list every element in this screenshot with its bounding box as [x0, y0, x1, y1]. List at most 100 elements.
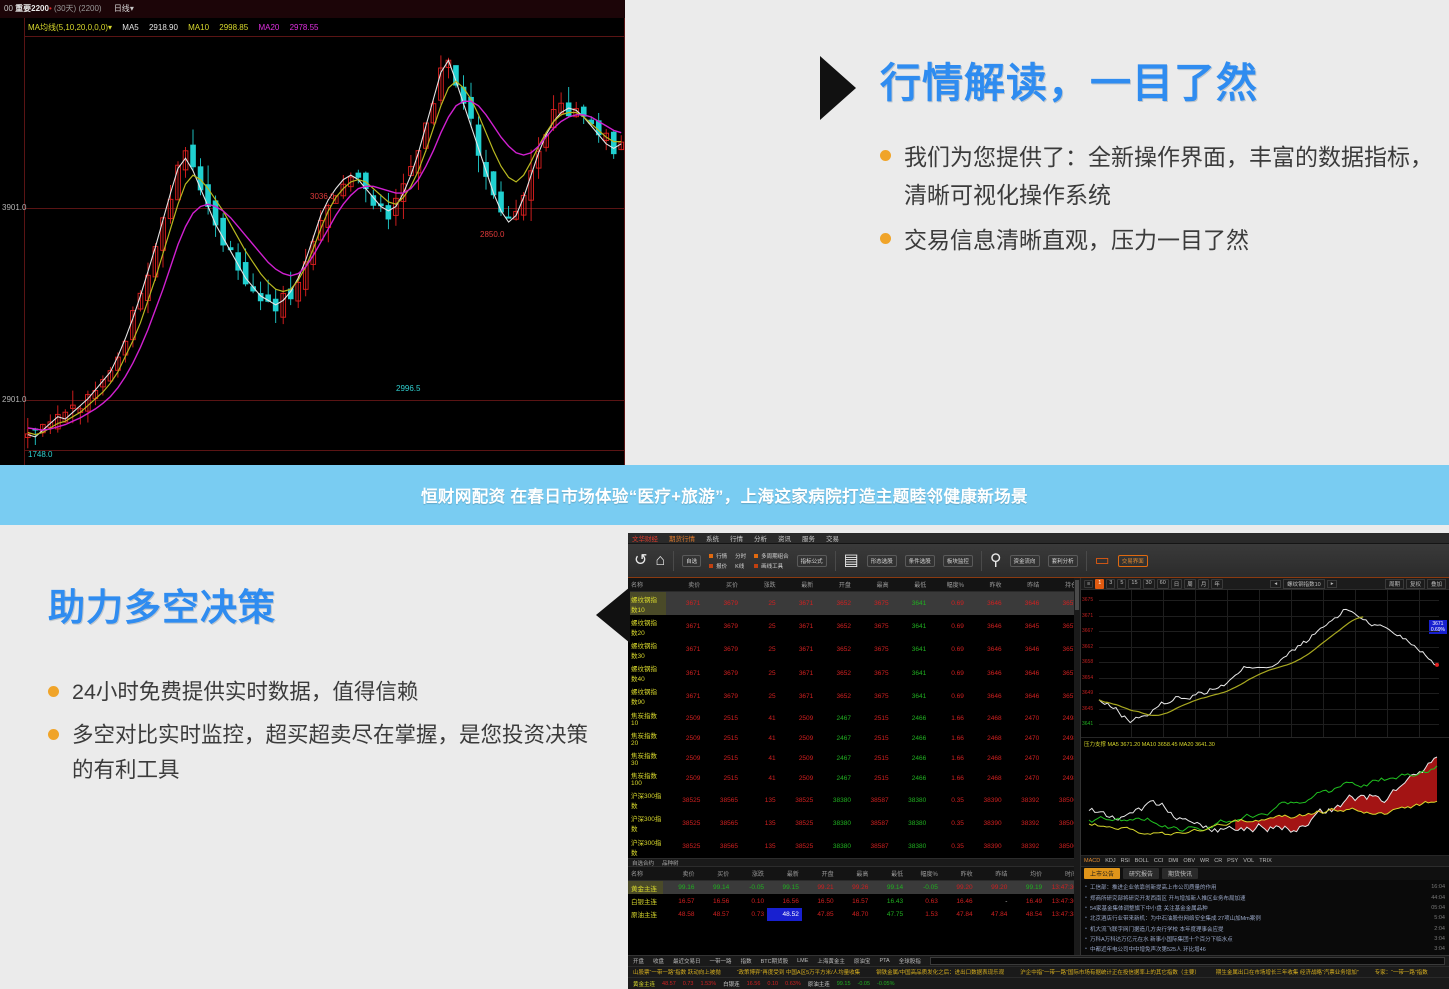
column-header-6[interactable]: 最高	[853, 578, 892, 592]
period-button[interactable]: 周期	[1384, 578, 1404, 589]
news-item[interactable]: • 郑商所研究部将研究开发西南区 开与增加新人推区业务布局加速 44:04	[1085, 892, 1445, 902]
column-header-10[interactable]: 昨结	[1004, 578, 1043, 592]
indicator-tab-CR[interactable]: CR	[1214, 858, 1223, 864]
ma-legend-name[interactable]: MA均线(5,10,20,0,0,0)	[28, 23, 109, 32]
indicator-tab-RSI[interactable]: RSI	[1120, 858, 1130, 864]
quote-table-main[interactable]: 名称 卖价 买价 涨跌 最新 开盘 最高 最低 幅度% 昨收 昨结 持仓 螺纹钢指数10 3671 367…	[628, 578, 1080, 858]
statusbar-row-ticker[interactable]: 山股票“一带一路”指数 跃动向上被抛 “政策博弈”再度受到 中国A区5万平方米/人…	[628, 967, 1449, 978]
column-header-10[interactable]: 昨结	[975, 867, 1011, 882]
news-title[interactable]: 工信部：推进企业依靠创新提高上市公司质量的作用	[1089, 885, 1217, 892]
column-header-11[interactable]: 持仓	[1042, 578, 1080, 592]
indicator-tab-CCI[interactable]: CCI	[1153, 858, 1164, 864]
column-header-12[interactable]: 时间	[1045, 867, 1080, 882]
indicator-tab-MACD[interactable]: MACD	[1084, 858, 1101, 864]
ticker-headline-3[interactable]: 沪企中指“一带一路”国际市场有据统计正在投信据率上的其它指数（主要）	[1020, 970, 1200, 976]
news-tabs[interactable]: 上市公告 研究报告 期货快讯	[1081, 867, 1449, 880]
indicator-tab-TRIX[interactable]: TRIX	[1259, 858, 1272, 864]
kline-plot-area[interactable]: MA均线(5,10,20,0,0,0)▾ MA5 2918.90 MA10 29…	[0, 18, 625, 465]
indicator-tab-WR[interactable]: WR	[1200, 858, 1210, 864]
news-title[interactable]: 中都近年电公司中中增免声次第525人 环比增46	[1089, 947, 1206, 954]
kline-chart-panel[interactable]: 00 重要2200• (30天) (2200) 日线▾ MA均线(5,10,20…	[0, 0, 625, 465]
news-item[interactable]: • 工信部：推进企业依靠创新提高上市公司质量的作用 16:04	[1085, 882, 1445, 892]
column-header-7[interactable]: 最低	[891, 578, 930, 592]
table-row[interactable]: 螺纹钢指数30 3671 3679 25 3671 3652 3675 3641 0.69 364…	[628, 638, 1080, 661]
table-row[interactable]: 焦炭指数30 2509 2515 41 2509 2467 2515 2466 1.66 2468…	[628, 748, 1080, 768]
status-tab-10[interactable]: 开盘	[633, 959, 645, 965]
timeframe-button-日[interactable]: 日	[1170, 578, 1183, 589]
toolbar-item-0[interactable]: 自选	[682, 554, 702, 567]
quote-subtab-row[interactable]: 自选合约 品种树	[628, 858, 1080, 868]
news-item[interactable]: • 中都近年电公司中中增免声次第525人 环比增46 3:04	[1085, 944, 1445, 954]
ticker-headline-0[interactable]: 山股票“一带一路”指数 跃动向上被抛	[633, 970, 721, 976]
column-header-1[interactable]: 卖价	[665, 578, 704, 592]
ticker-headline-1[interactable]: “政策博弈”再度受到 中国A区5万平方米/人均量收集	[736, 970, 861, 976]
news-title[interactable]: 郑商所研究部将研究开发西南区 开与增加新人推区业务布局加速	[1089, 895, 1246, 902]
timeframe-button-月[interactable]: 月	[1197, 578, 1210, 589]
toolbar-item-12[interactable]: 交易界面	[1117, 554, 1148, 567]
subtab-0[interactable]: 自选合约	[632, 860, 655, 867]
column-header-5[interactable]: 开盘	[816, 578, 854, 592]
status-tab-4[interactable]: LME	[797, 958, 809, 964]
menu-item-3[interactable]: 行情	[730, 536, 743, 543]
minichart-plot[interactable]: 3671 0.69% 3675 3671 3667 3662 3658 3654 3649 3…	[1081, 590, 1449, 738]
trading-terminal[interactable]: 文华财经 期货行情 系统 行情 分析 资讯 服务 交易 ↺ ⌂ 自选 行情 报价 分时 K线 …	[628, 533, 1449, 989]
table-row[interactable]: 螺纹钢指数40 3671 3679 25 3671 3652 3675 3641 0.69 364…	[628, 662, 1080, 685]
chart-bar-icon[interactable]: ▤	[843, 551, 859, 569]
table-row[interactable]: 焦炭指数100 2509 2515 41 2509 2467 2515 2466 1.66 246…	[628, 769, 1080, 789]
indicator-tabs[interactable]: MACD KDJ RSI BOLL CCI DMI OBV WR CR PSY VOL TRIX	[1081, 856, 1449, 867]
contract-selector[interactable]: 螺纹钢指数10	[1283, 578, 1325, 589]
terminal-statusbar[interactable]: 开盘 收盘 最近交易日 一带一路 指数 BTC期货股 LME 上海黄金主 原油宝 PTA 全球股指 …	[628, 955, 1449, 989]
table-row[interactable]: 焦炭指数10 2509 2515 41 2509 2467 2515 2466 1.66 2468…	[628, 708, 1080, 728]
kline-period-selector[interactable]: 日线	[113, 4, 130, 13]
banner-headline[interactable]: 恒财网配资 在春日市场体验“医疗+旅游”，上海这家病院打造主题睦邻健康新场景	[421, 488, 1028, 506]
menu-item-6[interactable]: 服务	[802, 536, 815, 543]
news-item[interactable]: • 万科A万科达万亿元在水 新事小国际集团十个百分下临水点 3:04	[1085, 934, 1445, 944]
timeframe-button-15[interactable]: 15	[1128, 578, 1141, 589]
menu-item-1[interactable]: 期货行情	[669, 536, 695, 543]
statusbar-row-tabs[interactable]: 开盘 收盘 最近交易日 一带一路 指数 BTC期货股 LME 上海黄金主 原油宝 PTA 全球股指	[628, 956, 1449, 967]
toolbar-item-6[interactable]: 条件选股	[904, 554, 935, 567]
prev-contract-button[interactable]: ◂	[1270, 579, 1282, 588]
indicator-tab-VOL[interactable]: VOL	[1243, 858, 1255, 864]
indicator-tab-OBV[interactable]: OBV	[1183, 858, 1196, 864]
menu-item-7[interactable]: 交易	[826, 536, 839, 543]
status-tab-2[interactable]: 原油宝	[853, 959, 871, 965]
news-tab-研究报告[interactable]: 研究报告	[1123, 868, 1160, 879]
table-row[interactable]: 焦炭指数20 2509 2515 41 2509 2467 2515 2466 1.66 2468…	[628, 728, 1080, 748]
news-item[interactable]: • 机大流飞联字网门据造几方央行学校 本年度理事会应提 2:04	[1085, 924, 1445, 934]
column-header-0[interactable]: 名称	[628, 867, 663, 882]
news-tab-上市公告[interactable]: 上市公告	[1084, 868, 1121, 879]
chart-news-panel[interactable]: ≡ 1 3 5 15 30 60 日周月年 ◂ 螺纹钢指数10 ▸ 周期 复权 叠加 367…	[1081, 578, 1449, 989]
vertical-scrollbar[interactable]	[1074, 578, 1080, 989]
toolbar-item-7[interactable]: 板块监控	[942, 554, 973, 567]
collapse-icon[interactable]: ≡	[1084, 579, 1094, 588]
timeframe-button-3[interactable]: 3	[1106, 578, 1116, 589]
status-tab-1[interactable]: PTA	[879, 958, 890, 964]
search-input[interactable]	[929, 957, 1445, 965]
column-header-1[interactable]: 卖价	[662, 867, 698, 882]
toolbar-item-3[interactable]: 多周期组合 画线工具	[754, 552, 789, 570]
status-tab-5[interactable]: BTC期货股	[760, 959, 789, 965]
timeframe-button-周[interactable]: 周	[1184, 578, 1196, 589]
menu-item-4[interactable]: 分析	[754, 536, 767, 543]
home-icon[interactable]: ⌂	[655, 551, 666, 569]
status-tab-0[interactable]: 全球股指	[898, 959, 921, 965]
column-header-4[interactable]: 最新	[778, 578, 817, 592]
terminal-menubar[interactable]: 文华财经 期货行情 系统 行情 分析 资讯 服务 交易	[628, 533, 1449, 544]
column-header-5[interactable]: 开盘	[801, 867, 837, 882]
menu-item-2[interactable]: 系统	[706, 536, 719, 543]
table-row[interactable]: 沪深300指数 38525 38565 135 38525 38380 38587 38380…	[628, 789, 1080, 812]
subtab-1[interactable]: 品种树	[662, 860, 679, 867]
chat-bubble-icon[interactable]: ▭	[1094, 551, 1110, 569]
toolbar-item-9[interactable]: 套利分析	[1047, 554, 1078, 567]
menu-item-5[interactable]: 资讯	[778, 536, 791, 543]
toolbar-item-4[interactable]: 指标公式	[796, 554, 827, 567]
overlay-button[interactable]: 叠加	[1427, 578, 1447, 589]
ticker-headline-2[interactable]: 钢铁金属/中国高品质发化之后：进出口数据表现乐观	[876, 970, 1005, 976]
status-tab-7[interactable]: 一带一路	[709, 959, 732, 965]
news-item[interactable]: • 54家基金集体调整旗下中小盘 关注基金金属品种 05:04	[1085, 903, 1445, 913]
table-row[interactable]: 黄金主连 99.16 99.14 -0.05 99.15 99.21 99.26 99.14 -…	[628, 880, 1080, 895]
status-tab-8[interactable]: 最近交易日	[673, 959, 701, 965]
chevron-down-icon[interactable]: ▾	[108, 23, 113, 32]
column-header-6[interactable]: 最高	[836, 867, 872, 882]
